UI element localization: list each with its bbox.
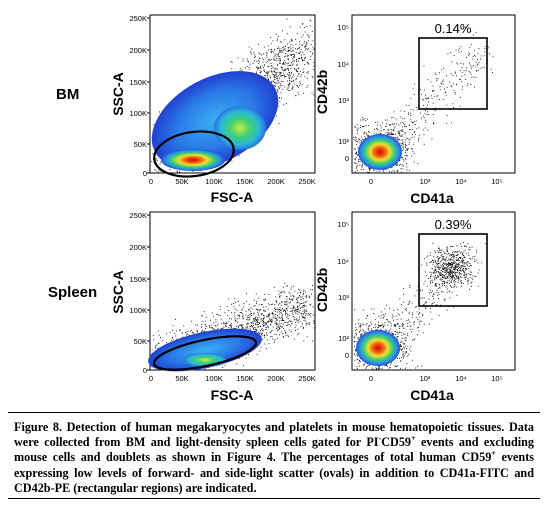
density-cloud	[356, 330, 400, 366]
caption-text: events expressing low levels of forward-…	[14, 450, 534, 495]
y-tick: 10⁴	[337, 60, 349, 69]
figure-caption: Figure 8. Detection of human megakaryocy…	[14, 420, 534, 496]
y-tick: 150K	[129, 275, 147, 284]
x-tick: 10⁴	[455, 374, 467, 383]
y-axis-label: CD42b	[314, 70, 330, 114]
x-tick: 100K	[205, 177, 223, 186]
y-ticks: 0 10² 10³ 10⁴ 10⁵	[337, 23, 349, 163]
caption-text: events and excluding mouse cells and dou…	[14, 435, 535, 465]
x-tick: 200K	[267, 177, 285, 186]
density-hotspot-green	[214, 106, 266, 150]
panel-bm-markers: 0.14% 0 10² 10³ 10⁴ 10⁵ 0 10³ 10⁴ 10⁵ CD…	[314, 14, 516, 206]
row-label-spleen: Spleen	[48, 284, 98, 301]
x-axis-label: CD41a	[410, 190, 454, 206]
density-cloud	[358, 134, 402, 170]
x-tick: 10⁴	[455, 177, 467, 186]
y-axis-label: SSC-A	[110, 270, 126, 314]
y-tick: 250K	[129, 14, 147, 23]
superscript: -	[378, 434, 382, 444]
panel-spleen-scatter: 0 50K 100K 150K 200K 250K 0 50K 100K 150…	[110, 211, 316, 403]
y-tick: 100K	[129, 109, 147, 118]
y-tick: 50K	[134, 337, 147, 346]
caption-title: Figure 8. Detection of human megakaryocy…	[14, 420, 505, 434]
y-tick: 0	[345, 154, 349, 163]
y-tick-marks	[147, 17, 150, 174]
x-tick: 250K	[298, 177, 316, 186]
y-tick: 150K	[129, 78, 147, 87]
y-tick-marks	[147, 214, 150, 371]
oval-gate	[152, 335, 258, 371]
x-axis-label: CD41a	[410, 387, 454, 403]
density-hotspot	[183, 353, 227, 367]
x-axis-label: FSC-A	[211, 189, 254, 205]
x-ticks: 0 10³ 10⁴ 10⁵	[369, 374, 503, 383]
x-tick: 200K	[267, 374, 285, 383]
y-tick: 10²	[338, 137, 349, 146]
y-tick: 10²	[338, 334, 349, 343]
y-axis-label: SSC-A	[110, 72, 126, 116]
oval-gate	[153, 130, 235, 178]
panel-spleen-markers: 0.39% 0 10² 10³ 10⁴ 10⁵ 0 10³ 10⁴ 10⁵ CD…	[314, 211, 516, 403]
y-tick: 10⁵	[338, 220, 349, 229]
x-axis-label: FSC-A	[211, 387, 254, 403]
caption-text: Data were collected from BM and light-de…	[14, 420, 534, 450]
superscript: +	[491, 449, 496, 459]
x-tick: 150K	[236, 374, 254, 383]
y-ticks: 0 50K 100K 150K 200K 250K	[129, 211, 147, 375]
caption-text: CD59	[381, 435, 412, 450]
x-tick: 250K	[298, 374, 316, 383]
y-tick: 200K	[129, 243, 147, 252]
y-tick: 0	[143, 169, 147, 178]
rect-gate	[418, 37, 488, 110]
x-tick: 10³	[420, 374, 431, 383]
y-axis-label: CD42b	[314, 268, 330, 312]
density-hotspot-red	[161, 149, 225, 171]
x-tick: 0	[369, 177, 373, 186]
x-tick: 10⁵	[491, 177, 502, 186]
panel-bm-scatter: 0 50K 100K 150K 200K 250K 0 50K 100K 150…	[110, 14, 316, 205]
y-tick: 10⁴	[337, 257, 349, 266]
y-tick: 10³	[338, 293, 349, 302]
y-ticks: 0 50K 100K 150K 200K 250K	[129, 14, 147, 178]
y-tick: 10³	[338, 96, 349, 105]
superscript: +	[411, 434, 416, 444]
x-ticks: 0 50K 100K 150K 200K 250K	[149, 177, 316, 186]
caption-bottom-rule	[8, 498, 540, 499]
x-tick: 10³	[420, 177, 431, 186]
figure-panels: 0 50K 100K 150K 200K 250K 0 50K 100K 150…	[110, 14, 516, 403]
gate-percent: 0.14%	[435, 21, 472, 36]
gate-percent: 0.39%	[435, 217, 472, 232]
rect-gate	[418, 233, 488, 307]
x-tick: 50K	[175, 177, 188, 186]
y-tick: 250K	[129, 211, 147, 220]
x-ticks: 0 10³ 10⁴ 10⁵	[369, 177, 503, 186]
row-label-bm: BM	[56, 86, 80, 103]
y-tick: 100K	[129, 306, 147, 315]
y-tick: 200K	[129, 46, 147, 55]
x-tick: 100K	[205, 374, 223, 383]
x-tick: 150K	[236, 177, 254, 186]
y-tick: 10⁵	[338, 23, 349, 32]
x-tick: 0	[149, 374, 153, 383]
x-tick: 50K	[175, 374, 188, 383]
x-tick: 0	[149, 177, 153, 186]
density-cloud	[148, 328, 262, 372]
y-tick: 0	[143, 366, 147, 375]
y-tick: 50K	[134, 140, 147, 149]
x-tick: 0	[369, 374, 373, 383]
y-tick: 0	[345, 351, 349, 360]
x-tick: 10⁵	[491, 374, 502, 383]
caption-top-rule	[8, 412, 540, 413]
y-ticks: 0 10² 10³ 10⁴ 10⁵	[337, 220, 349, 360]
x-ticks: 0 50K 100K 150K 200K 250K	[149, 374, 316, 383]
